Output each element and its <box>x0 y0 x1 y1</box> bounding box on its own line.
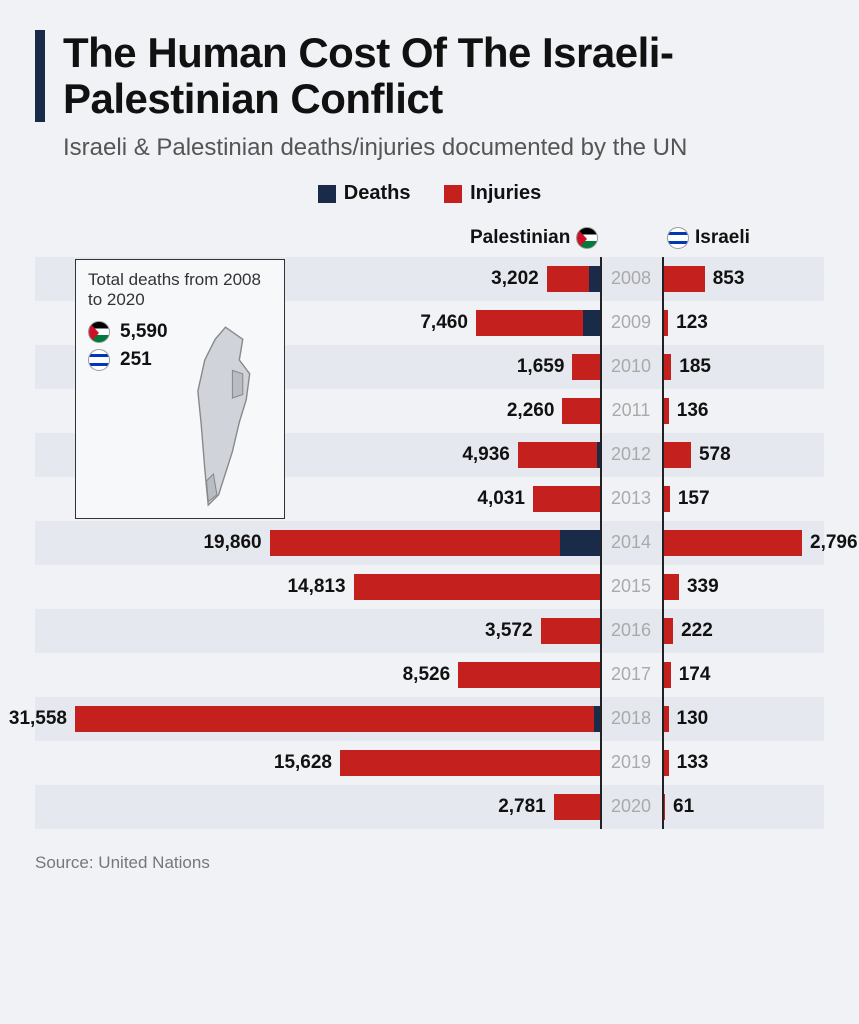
bar-palestinian-deaths <box>560 530 600 556</box>
bar-palestinian-injuries <box>562 398 600 424</box>
value-israeli: 136 <box>677 400 709 422</box>
value-israeli: 2,796 <box>810 532 858 554</box>
value-palestinian: 14,813 <box>287 576 345 598</box>
year-label: 2018 <box>600 708 662 729</box>
chart-row: 14,813 339 2015 <box>35 565 824 609</box>
chart-row: 19,8602,7962014 <box>35 521 824 565</box>
year-label: 2008 <box>600 268 662 289</box>
value-palestinian: 19,860 <box>203 532 261 554</box>
chart-row: 15,628 133 2019 <box>35 741 824 785</box>
bar-palestinian-injuries <box>518 442 597 468</box>
axis-palestinian <box>600 257 602 829</box>
value-palestinian: 3,572 <box>485 620 533 642</box>
map-stat-palestinian-value: 5,590 <box>120 321 168 343</box>
year-label: 2020 <box>600 796 662 817</box>
map-inset: Total deaths from 2008 to 2020 5,590 251 <box>75 259 285 519</box>
bar-israeli <box>662 266 705 292</box>
bar-palestinian-injuries <box>270 530 561 556</box>
bar-palestinian-injuries <box>554 794 600 820</box>
value-palestinian: 8,526 <box>403 664 451 686</box>
bar-israeli <box>662 574 679 600</box>
value-palestinian: 2,260 <box>507 400 555 422</box>
legend-deaths: Deaths <box>318 182 411 205</box>
bar-palestinian-injuries <box>541 618 600 644</box>
value-israeli: 130 <box>677 708 709 730</box>
value-palestinian: 1,659 <box>517 356 565 378</box>
year-label: 2016 <box>600 620 662 641</box>
legend-injuries-label: Injuries <box>470 182 541 205</box>
bar-palestinian-injuries <box>458 662 600 688</box>
legend: Deaths Injuries <box>35 182 824 209</box>
title-block: The Human Cost Of The Israeli-Palestinia… <box>35 30 824 122</box>
legend-deaths-swatch <box>318 185 336 203</box>
value-palestinian: 3,202 <box>491 268 539 290</box>
bar-palestinian-injuries <box>547 266 590 292</box>
value-palestinian: 2,781 <box>498 796 546 818</box>
bar-palestinian-injuries <box>476 310 583 336</box>
year-label: 2017 <box>600 664 662 685</box>
col-head-palestinian: Palestinian <box>470 227 598 249</box>
bar-palestinian-injuries <box>75 706 594 732</box>
bar-palestinian-injuries <box>572 354 600 380</box>
year-label: 2011 <box>600 400 662 421</box>
value-israeli: 123 <box>676 312 708 334</box>
palestine-flag-icon <box>576 227 598 249</box>
legend-injuries-swatch <box>444 185 462 203</box>
year-label: 2013 <box>600 488 662 509</box>
chart-row: 2,781 61 2020 <box>35 785 824 829</box>
year-label: 2012 <box>600 444 662 465</box>
subtitle: Israeli & Palestinian deaths/injuries do… <box>63 134 824 162</box>
col-head-palestinian-label: Palestinian <box>470 227 570 249</box>
value-palestinian: 4,031 <box>477 488 525 510</box>
bar-palestinian-injuries <box>533 486 600 512</box>
value-palestinian: 31,558 <box>9 708 67 730</box>
israel-flag-icon <box>88 349 110 371</box>
value-israeli: 222 <box>681 620 713 642</box>
bar-israeli <box>662 442 691 468</box>
source-attribution: Source: United Nations <box>35 853 824 873</box>
value-israeli: 157 <box>678 488 710 510</box>
page-title: The Human Cost Of The Israeli-Palestinia… <box>63 30 824 122</box>
map-silhouette-icon <box>173 322 278 512</box>
value-israeli: 174 <box>679 664 711 686</box>
chart-row: 3,572 222 2016 <box>35 609 824 653</box>
chart-row: 8,526 174 2017 <box>35 653 824 697</box>
chart-row: 31,5581302018 <box>35 697 824 741</box>
year-label: 2019 <box>600 752 662 773</box>
bar-palestinian-injuries <box>354 574 600 600</box>
value-palestinian: 4,936 <box>462 444 510 466</box>
year-label: 2014 <box>600 532 662 553</box>
bar-israeli <box>662 618 673 644</box>
value-palestinian: 7,460 <box>420 312 468 334</box>
col-head-israeli: Israeli <box>667 227 750 249</box>
israel-flag-icon <box>667 227 689 249</box>
year-label: 2009 <box>600 312 662 333</box>
palestine-flag-icon <box>88 321 110 343</box>
value-israeli: 578 <box>699 444 731 466</box>
legend-injuries: Injuries <box>444 182 541 205</box>
col-head-israeli-label: Israeli <box>695 227 750 249</box>
bar-palestinian-deaths <box>589 266 600 292</box>
axis-israeli <box>662 257 664 829</box>
column-headers: Palestinian Israeli <box>35 227 824 255</box>
value-israeli: 185 <box>679 356 711 378</box>
year-label: 2015 <box>600 576 662 597</box>
value-israeli: 133 <box>677 752 709 774</box>
bar-israeli <box>662 530 802 556</box>
map-inset-title: Total deaths from 2008 to 2020 <box>88 270 272 311</box>
value-palestinian: 15,628 <box>274 752 332 774</box>
bar-palestinian-injuries <box>340 750 600 776</box>
value-israeli: 339 <box>687 576 719 598</box>
value-israeli: 853 <box>713 268 745 290</box>
legend-deaths-label: Deaths <box>344 182 411 205</box>
bar-palestinian-deaths <box>583 310 600 336</box>
chart: Palestinian Israeli 3,202 853 2008 7,460 123… <box>35 227 824 829</box>
map-stat-israeli-value: 251 <box>120 349 152 371</box>
value-israeli: 61 <box>673 796 694 818</box>
title-accent-bar <box>35 30 45 122</box>
year-label: 2010 <box>600 356 662 377</box>
